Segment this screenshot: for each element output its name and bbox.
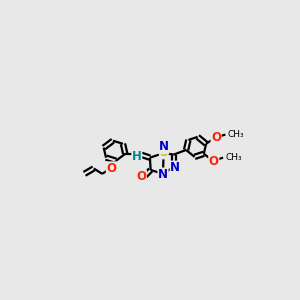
Text: O: O [209,155,219,168]
Text: H: H [132,150,142,164]
Text: N: N [159,140,169,153]
Text: N: N [158,168,168,181]
Text: S: S [160,146,168,159]
Text: CH₃: CH₃ [228,130,244,139]
Text: N: N [170,161,180,174]
Text: O: O [136,170,146,183]
Text: O: O [211,131,221,144]
Text: O: O [106,162,116,175]
Text: CH₃: CH₃ [225,153,242,162]
